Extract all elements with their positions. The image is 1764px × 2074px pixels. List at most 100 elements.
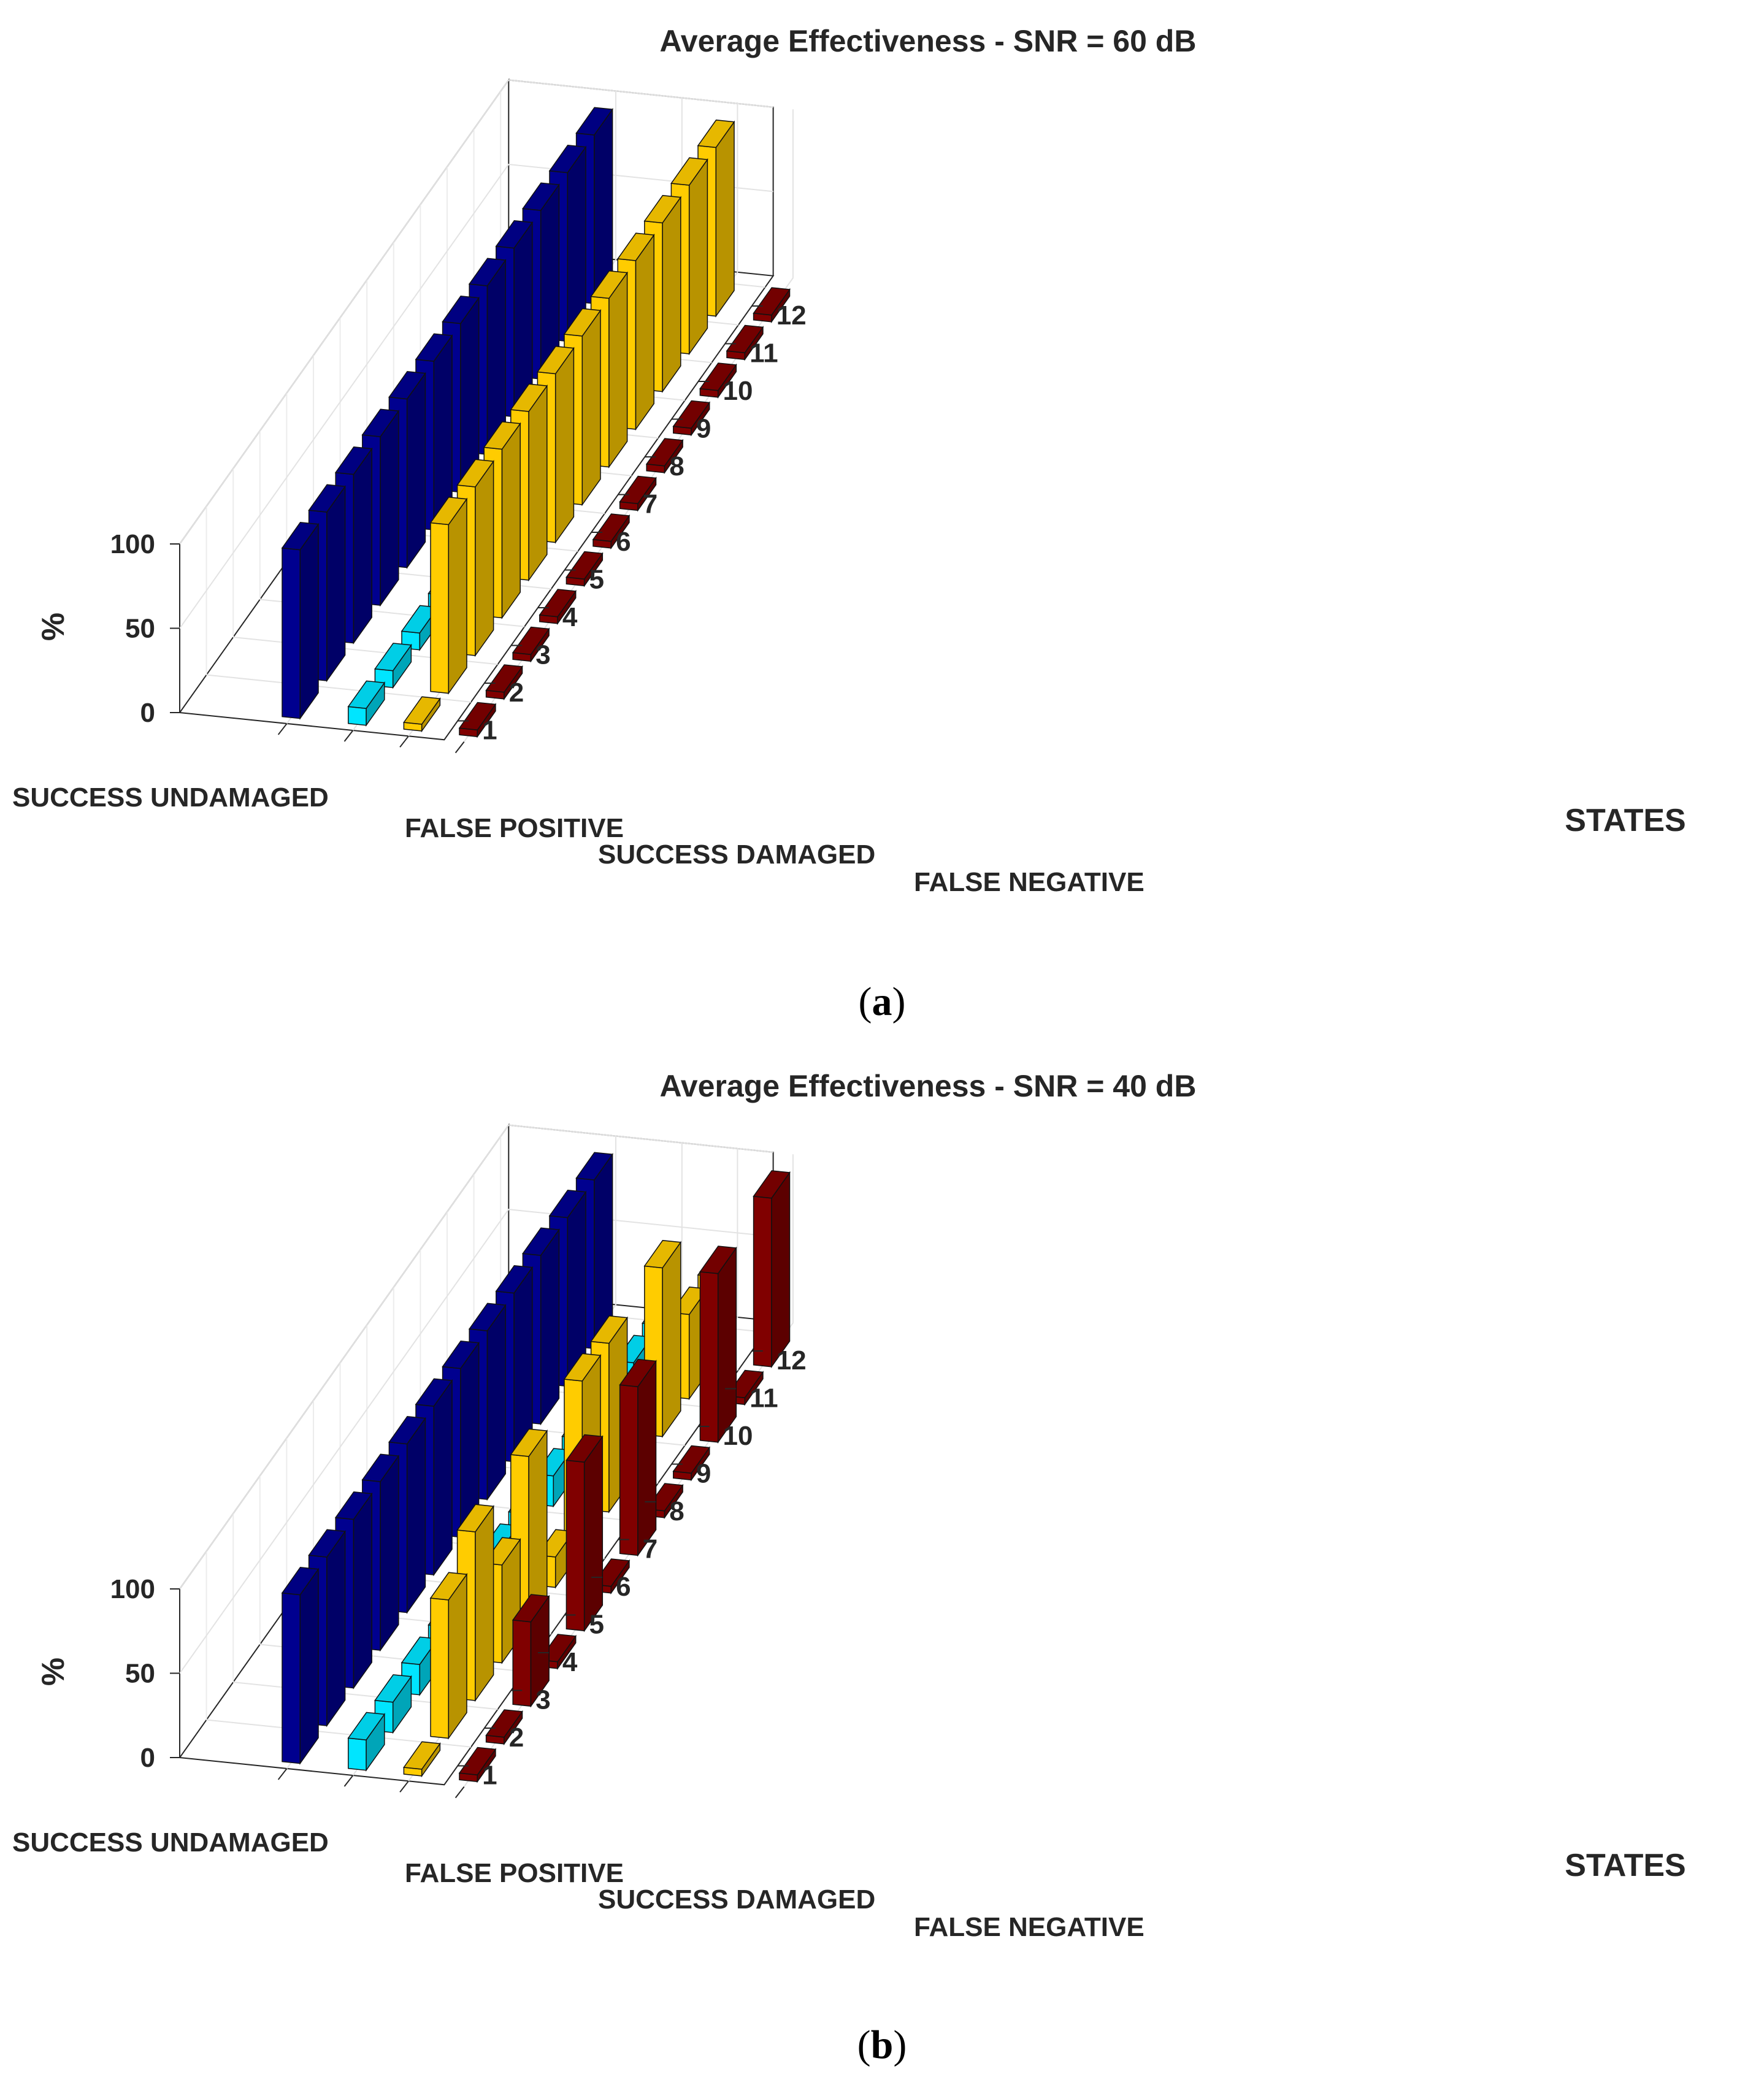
bar-false-negative xyxy=(539,589,577,626)
category-tick-label: FALSE POSITIVE xyxy=(405,813,624,843)
bar-top-face xyxy=(566,1434,604,1463)
bar-top-face xyxy=(575,1152,613,1180)
bar-top-face xyxy=(548,1190,587,1219)
bar-success-damaged xyxy=(403,1741,441,1778)
bar-false-negative xyxy=(512,626,550,663)
z-tick-label: 0 xyxy=(140,698,155,728)
category-tick-label: FALSE NEGATIVE xyxy=(914,1912,1145,1942)
bar-side-face xyxy=(688,158,708,356)
grid-line-category xyxy=(463,1154,794,1788)
panel-label-letter: b xyxy=(871,2022,894,2067)
category-tick xyxy=(277,1768,288,1780)
bars xyxy=(281,1152,791,1783)
bar-side-face xyxy=(540,1228,560,1426)
bar-success-damaged xyxy=(643,1239,682,1438)
grid-line-z xyxy=(179,1124,773,1590)
bar-side-face xyxy=(662,196,681,393)
state-tick-label: 4 xyxy=(562,602,578,632)
panel-label-letter: a xyxy=(872,979,892,1024)
state-tick-label: 1 xyxy=(482,1761,497,1791)
bar-top-face xyxy=(510,383,548,412)
bar-top-face xyxy=(522,182,560,211)
bar-front-face xyxy=(282,547,301,719)
bar-side-face xyxy=(475,459,494,657)
grid-line-z xyxy=(179,1209,773,1674)
bar-side-face xyxy=(635,233,654,431)
bar-false-negative xyxy=(592,513,631,550)
bar-top-face xyxy=(699,1246,737,1274)
category-tick-label: FALSE POSITIVE xyxy=(405,1858,624,1888)
bar-side-face xyxy=(771,1171,791,1369)
bar-front-face xyxy=(282,1592,301,1764)
bar-side-face xyxy=(448,1572,467,1740)
bar-side-face xyxy=(486,1303,506,1501)
state-tick-label: 7 xyxy=(643,489,658,519)
bar-false-negative xyxy=(672,1445,711,1482)
state-tick-label: 3 xyxy=(535,1685,550,1715)
category-tick-label: SUCCESS UNDAMAGED xyxy=(12,1827,329,1858)
category-tick xyxy=(277,723,288,735)
bar-side-face xyxy=(299,522,319,720)
bar-front-face xyxy=(753,1195,772,1368)
bar-top-face xyxy=(347,1712,386,1740)
bar-false-negative xyxy=(485,664,523,701)
bar-top-face xyxy=(281,1567,320,1596)
z-tick-label: 50 xyxy=(125,1659,155,1689)
bar-false-positive xyxy=(374,1674,412,1734)
category-tick xyxy=(343,1775,354,1787)
bar-side-face xyxy=(662,1241,681,1438)
bar-top-face xyxy=(643,1239,682,1269)
bar-top-face xyxy=(403,696,441,725)
z-axis-label: % xyxy=(36,1658,71,1686)
bar-top-face xyxy=(458,1747,497,1776)
bar-side-face xyxy=(501,422,521,619)
bar-false-negative xyxy=(619,475,657,512)
x-axis-label: STATES xyxy=(1565,1848,1685,1883)
state-tick-label: 1 xyxy=(482,716,497,746)
bar-top-face xyxy=(539,589,577,618)
bar-false-positive xyxy=(347,1712,386,1772)
z-tick-label: 0 xyxy=(140,1743,155,1773)
bar-false-negative xyxy=(699,1246,737,1444)
bar-side-face xyxy=(326,1529,346,1728)
bar-top-face xyxy=(347,680,386,709)
bar-top-face xyxy=(495,220,534,249)
bar-top-face xyxy=(485,664,523,693)
bar-front-face xyxy=(430,522,450,694)
x-axis-label: STATES xyxy=(1565,803,1685,838)
category-tick xyxy=(454,1786,465,1799)
category-tick xyxy=(399,735,409,748)
bar-top-face xyxy=(512,626,550,656)
state-tick-label: 9 xyxy=(696,414,711,444)
bar-top-face xyxy=(308,1529,346,1558)
bar-side-face xyxy=(448,497,467,695)
bar-side-face xyxy=(528,384,548,582)
bar-top-face xyxy=(590,1315,628,1344)
bar-front-face xyxy=(348,1737,367,1771)
bar-front-face xyxy=(512,1619,532,1707)
bar-top-face xyxy=(485,1709,523,1738)
bar-top-face xyxy=(566,551,604,580)
bar-top-face xyxy=(456,459,494,488)
bar-false-negative xyxy=(619,1358,657,1557)
bar-top-face xyxy=(619,1358,657,1388)
bar-top-face xyxy=(415,333,453,362)
bar-side-face xyxy=(717,1246,737,1444)
category-tick xyxy=(399,1780,409,1793)
bar-side-face xyxy=(406,372,426,569)
bar-side-face xyxy=(581,308,601,507)
bar-top-face xyxy=(308,484,346,513)
bar-top-face xyxy=(442,1341,480,1369)
bar-front-face xyxy=(348,706,367,726)
bar-false-negative xyxy=(512,1594,550,1708)
bar-side-face xyxy=(326,484,346,683)
bar-top-face xyxy=(281,522,320,551)
bar-false-negative xyxy=(566,551,604,587)
bar-top-face xyxy=(592,513,631,542)
bar-top-face xyxy=(403,1741,441,1770)
state-tick-label: 6 xyxy=(616,527,631,557)
grid-line-category xyxy=(463,109,794,743)
bar-top-face xyxy=(495,1265,534,1294)
